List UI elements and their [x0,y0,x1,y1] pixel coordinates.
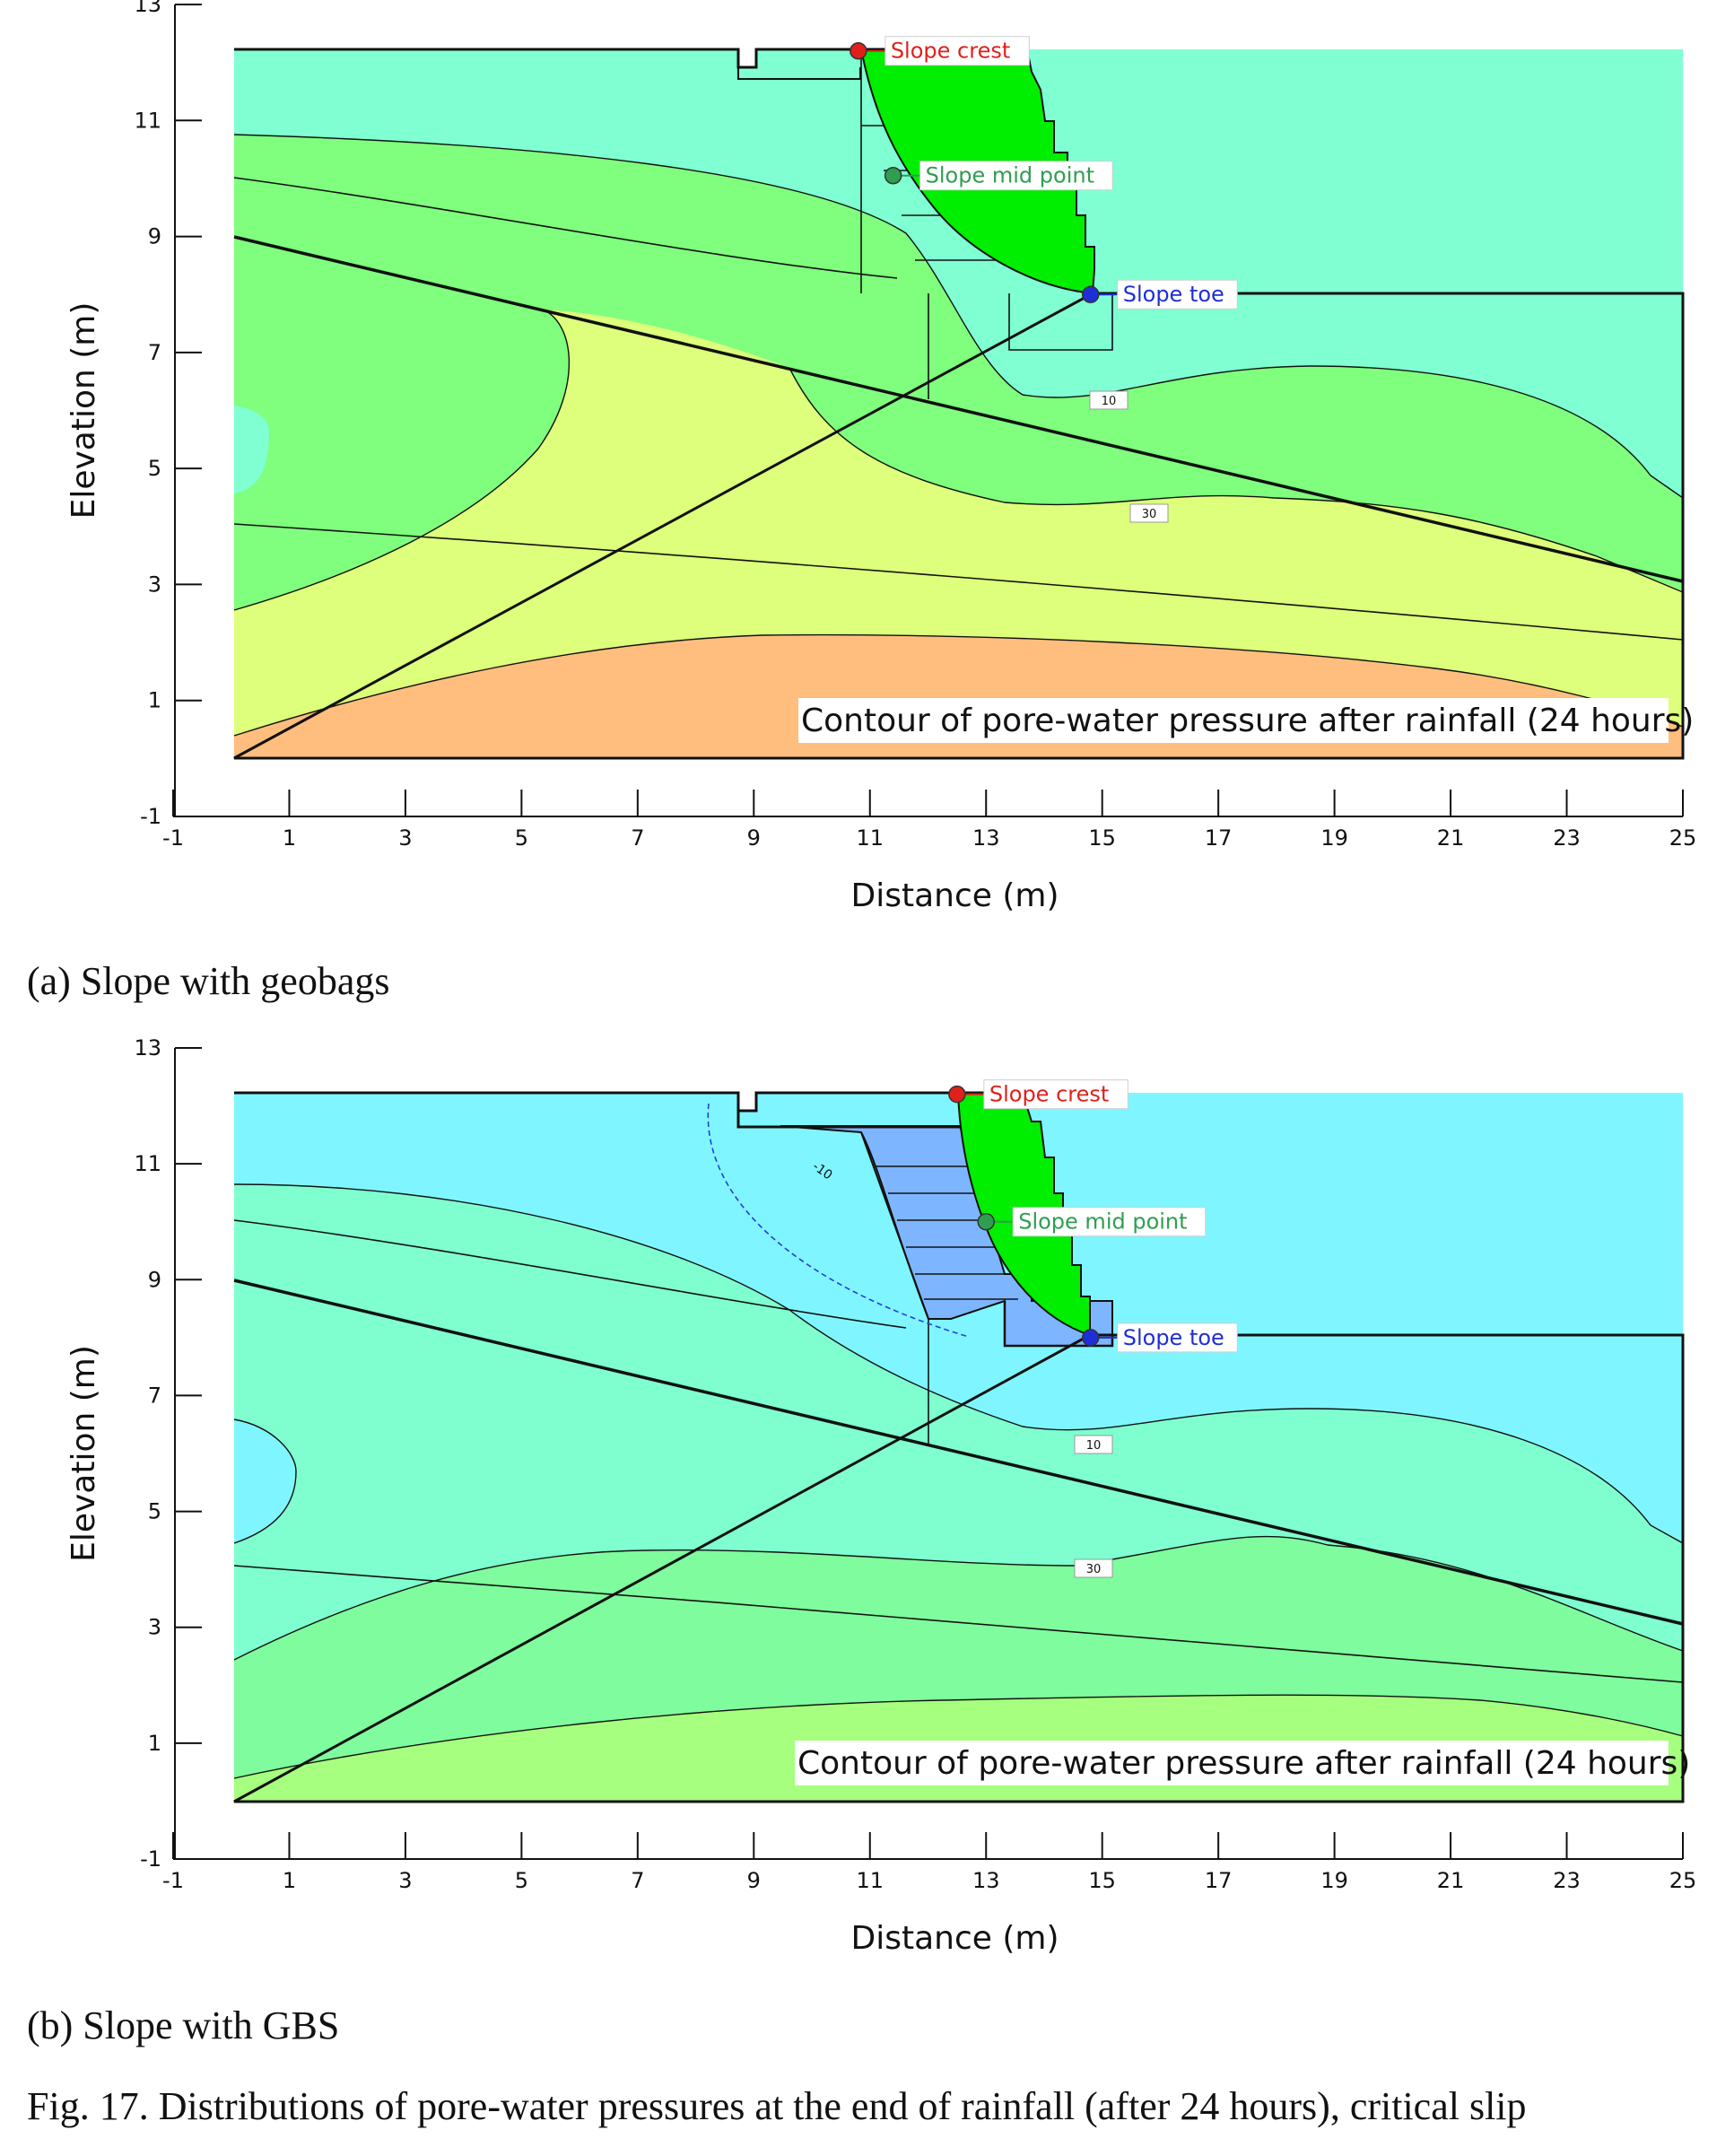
x-axis-label: Distance (m) [850,1920,1059,1957]
svg-text:10: 10 [1102,395,1117,408]
x-tick-label: 3 [398,1868,412,1893]
y-tick-label: 7 [148,1383,161,1408]
y-axis-label: Elevation (m) [65,302,102,519]
x-tick-label: 15 [1088,1868,1116,1893]
y-tick-label: 11 [134,1151,161,1176]
point-label-box [1117,1322,1238,1353]
svg-text:30: 30 [1086,1563,1102,1576]
contour-label-a-10: 10 [1089,390,1128,410]
point-label: Slope mid point [926,163,1094,188]
x-tick-label: 1 [283,825,296,851]
x-tick-label: 19 [1320,1868,1348,1893]
svg-text:Contour of pore-water pressure: Contour of pore-water pressure after rai… [801,703,1694,739]
point-label: Slope crest [891,39,1010,64]
y-tick-label: 13 [134,0,161,17]
x-tick-label: 9 [747,1868,761,1893]
panel-b-annotation: Contour of pore-water pressure after rai… [795,1741,1690,1785]
point-marker [1081,285,1100,303]
point-label: Slope mid point [1018,1209,1187,1235]
x-tick-label: 21 [1437,1868,1465,1893]
point-marker [1081,1329,1100,1347]
contour-label-b-30: 30 [1074,1558,1113,1578]
x-tick-label: 19 [1320,825,1348,851]
x-tick-label: 7 [631,825,644,851]
point-marker [977,1212,995,1231]
y-tick-label: 5 [148,1499,161,1524]
y-tick-label: -1 [140,1846,161,1872]
x-tick-label: 11 [856,825,884,851]
point-marker [884,166,902,185]
panel-a-annotation: Contour of pore-water pressure after rai… [798,698,1694,743]
y-tick-label: 1 [148,1731,161,1756]
x-tick-label: 7 [631,1868,644,1893]
panel-a-caption: (a) Slope with geobags [27,959,390,1003]
panel-a-stratigraphy [233,134,1684,737]
x-tick-label: 23 [1553,825,1581,851]
y-tick-label: 11 [134,108,161,133]
zone-band-2-left [234,1419,296,1543]
contour-label-b-10: 10 [1074,1435,1113,1454]
panel-a-points: Slope crest Slope mid point Slope toe [850,36,1238,310]
svg-text:10: 10 [1086,1439,1102,1453]
panel-b-boundary [233,1091,1685,1803]
x-axis-label: Distance (m) [850,877,1059,914]
panel-a-boundary [233,48,1685,760]
x-tick-label: 9 [747,825,761,851]
y-tick-label: 7 [148,340,161,365]
point-label: Slope crest [989,1082,1109,1107]
x-tick-label: 13 [972,825,1000,851]
point-label-box [1012,1207,1207,1237]
point-label-box [983,1079,1128,1110]
x-tick-label: -1 [162,825,184,851]
y-tick-label: 5 [148,456,161,481]
x-tick-label: 17 [1205,1868,1233,1893]
x-tick-label: 17 [1205,825,1233,851]
x-tick-label: 25 [1669,1868,1697,1893]
y-tick-label: 13 [134,1035,161,1061]
x-tick-label: 3 [398,825,412,851]
panel-b-caption: (b) Slope with GBS [27,2003,340,2047]
x-tick-label: 25 [1669,825,1697,851]
point-label-box [884,36,1030,66]
point-label: Slope toe [1123,282,1224,307]
figure-caption: Fig. 17. Distributions of pore-water pre… [27,2084,1527,2128]
svg-text:Contour of pore-water pressure: Contour of pore-water pressure after rai… [797,1745,1690,1782]
y-tick-label: 3 [148,1615,161,1640]
point-label-box [919,161,1113,191]
y-axis-label: Elevation (m) [65,1345,102,1562]
y-tick-label: 9 [148,1267,161,1292]
zone-band-2-left [234,389,377,565]
x-tick-label: 23 [1553,1868,1581,1893]
y-tick-label: 3 [148,572,161,597]
zone-band-1-left [234,406,269,493]
point-label-box [1117,279,1238,310]
y-tick-label: 9 [148,224,161,249]
point-marker [850,41,867,60]
contour-label-a-30: 30 [1129,503,1169,523]
x-tick-label: 15 [1088,825,1116,851]
y-tick-label: 1 [148,688,161,713]
x-tick-label: 5 [515,825,528,851]
svg-text:30: 30 [1142,508,1157,521]
x-tick-label: 5 [515,1868,528,1893]
x-tick-label: 1 [283,1868,296,1893]
x-tick-label: -1 [162,1868,184,1893]
x-tick-label: 13 [972,1868,1000,1893]
point-label: Slope toe [1123,1325,1224,1350]
y-tick-label: -1 [140,804,161,829]
point-marker [948,1085,966,1104]
x-tick-label: 11 [856,1868,884,1893]
panel-b-points: Slope crest Slope mid point Slope toe [948,1079,1238,1353]
x-tick-label: 21 [1437,825,1465,851]
